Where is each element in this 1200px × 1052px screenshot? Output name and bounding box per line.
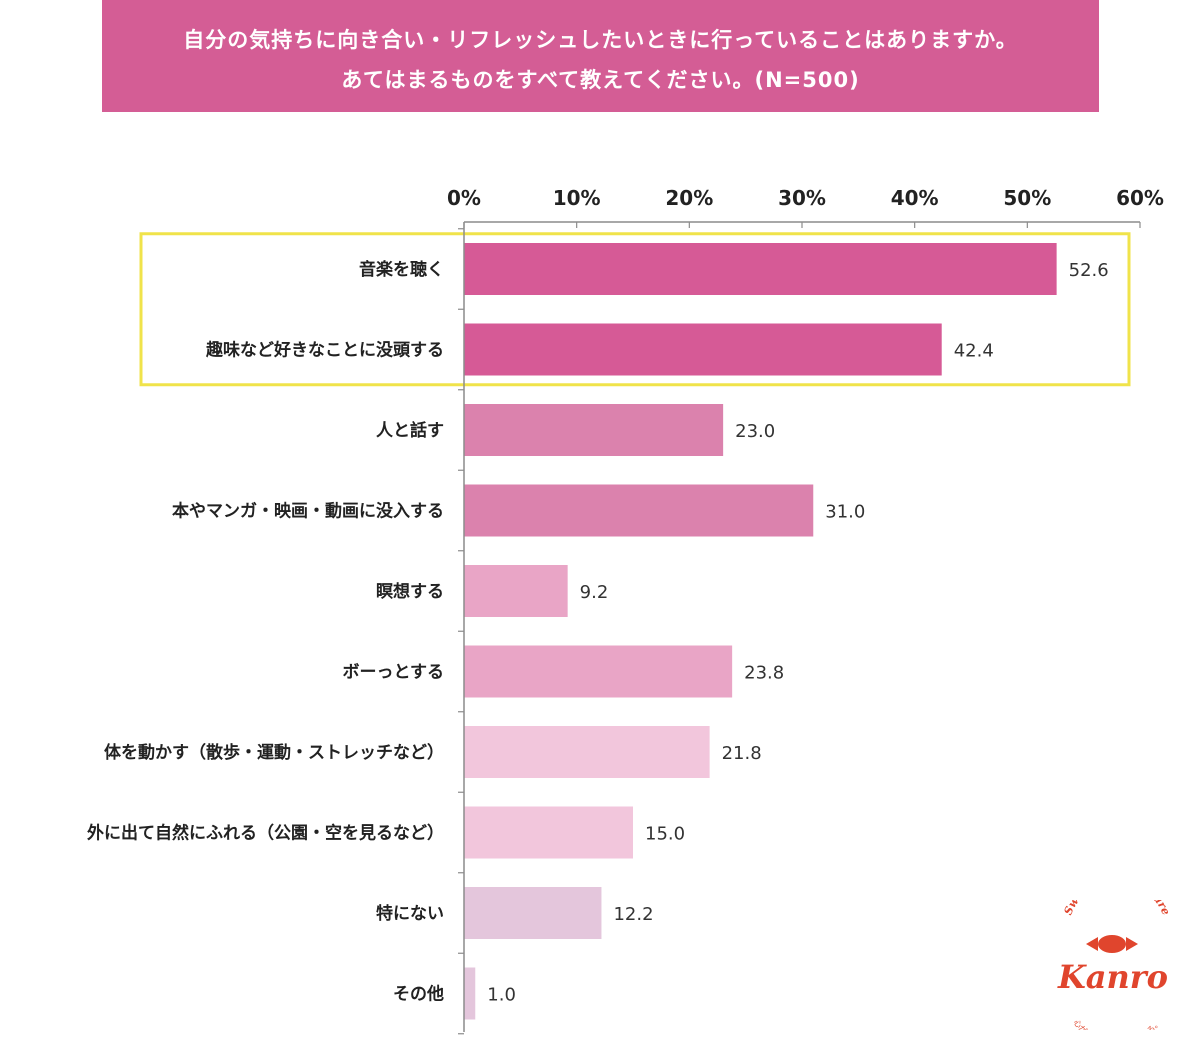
highlight-layer xyxy=(139,232,1131,387)
bar xyxy=(464,645,733,698)
value-label: 23.0 xyxy=(735,421,775,442)
x-tick-label: 50% xyxy=(1003,186,1051,210)
category-label: 特にない xyxy=(376,903,444,924)
x-tick-label: 60% xyxy=(1116,186,1164,210)
category-label: 趣味など好きなことに没頭する xyxy=(205,340,444,361)
logo-slogan: 心がひとつぶ、大きくなる。 xyxy=(1072,1018,1163,1030)
category-labels: 音楽を聴く趣味など好きなことに没頭する人と話す本やマンガ・映画・動画に没入する瞑… xyxy=(87,259,444,1005)
category-label: 瞑想する xyxy=(376,581,444,602)
value-label: 52.6 xyxy=(1069,260,1109,281)
chart-title: 自分の気持ちに向き合い・リフレッシュしたいときに行っていることはありますか。 あ… xyxy=(102,0,1099,112)
bar xyxy=(464,565,568,617)
bar xyxy=(464,806,633,859)
value-labels: 52.6 42.4 23.0 31.0 9.2 23.8 21.8 15.0 12.2 1.0 xyxy=(487,260,1108,1006)
logo-brand: Kanro xyxy=(1057,958,1168,996)
logo-tagline: Sweeten the Future xyxy=(1061,900,1172,917)
category-label: 音楽を聴く xyxy=(359,259,444,280)
x-tick-label: 30% xyxy=(778,186,826,210)
x-axis-ticks: 0% 10% 20% 30% 40% 50% 60% xyxy=(447,186,1164,228)
x-tick-label: 0% xyxy=(447,186,481,210)
category-label: その他 xyxy=(393,984,444,1005)
category-label: 外に出て自然にふれる（公園・空を見るなど） xyxy=(87,823,444,844)
value-label: 23.8 xyxy=(744,663,784,684)
bar xyxy=(464,484,814,537)
value-label: 31.0 xyxy=(825,502,865,523)
category-label: 人と話す xyxy=(376,420,444,441)
bar xyxy=(464,887,602,939)
value-label: 15.0 xyxy=(645,824,685,845)
x-tick-label: 20% xyxy=(665,186,713,210)
category-label: ボーっとする xyxy=(343,663,445,683)
bar xyxy=(464,323,942,376)
candy-icon xyxy=(1086,935,1138,953)
value-label: 12.2 xyxy=(613,904,653,925)
value-label: 1.0 xyxy=(487,985,516,1006)
category-label: 体を動かす（散歩・運動・ストレッチなど） xyxy=(104,742,444,763)
category-label: 本やマンガ・映画・動画に没入する xyxy=(172,501,444,522)
value-label: 21.8 xyxy=(722,743,762,764)
highlight-box xyxy=(139,232,1131,387)
bars xyxy=(464,243,1057,1020)
bar xyxy=(464,967,476,1020)
x-tick-label: 10% xyxy=(553,186,601,210)
axes xyxy=(458,221,1140,1035)
bar xyxy=(464,404,724,456)
kanro-logo: Sweeten the Future Kanro 心がひとつぶ、大きくなる。 xyxy=(1057,900,1173,1030)
title-line-1: 自分の気持ちに向き合い・リフレッシュしたいときに行っていることはありますか。 xyxy=(183,28,1018,52)
bar xyxy=(464,243,1057,295)
value-label: 9.2 xyxy=(580,582,609,603)
value-label: 42.4 xyxy=(954,341,994,362)
title-line-2: あてはまるものをすべて教えてください。(N=500) xyxy=(341,68,860,92)
x-tick-label: 40% xyxy=(891,186,939,210)
bar xyxy=(464,726,710,778)
